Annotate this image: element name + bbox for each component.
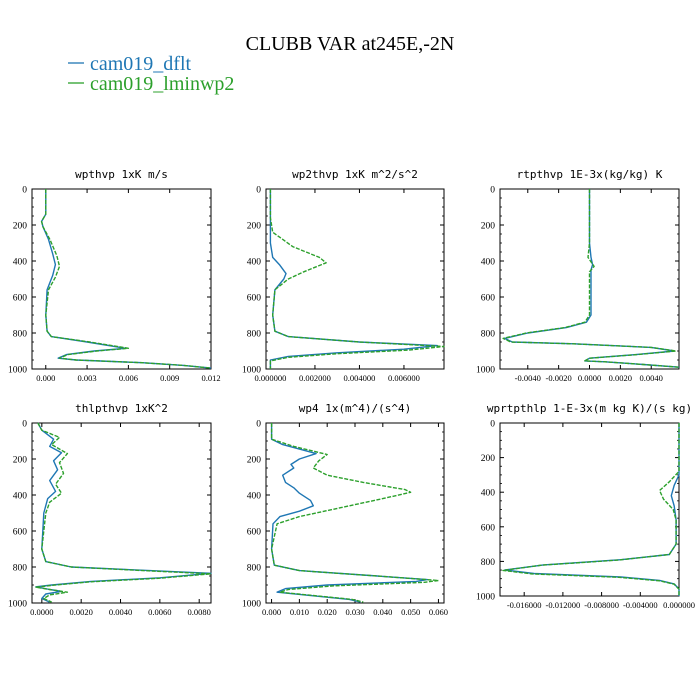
y-tick-label: 1000 bbox=[8, 366, 27, 376]
y-tick-label: 600 bbox=[481, 294, 496, 304]
x-tick-label: 0.0020 bbox=[609, 373, 632, 383]
legend-label-lminwp2: cam019_lminwp2 bbox=[90, 73, 234, 95]
y-tick-label: 200 bbox=[247, 456, 262, 466]
y-tick-label: 200 bbox=[13, 456, 28, 466]
x-tick-label: 0.002000 bbox=[299, 373, 331, 383]
x-tick-label: 0.000000 bbox=[663, 600, 695, 610]
y-tick-label: 800 bbox=[481, 558, 496, 568]
x-tick-label: 0.000 bbox=[262, 607, 281, 617]
series-line-lminwp2 bbox=[35, 422, 212, 603]
x-tick-label: 0.040 bbox=[373, 607, 392, 617]
y-tick-label: 600 bbox=[247, 528, 262, 538]
series-line-dflt bbox=[503, 189, 680, 368]
subplot-title: wpthvp 1xK m/s bbox=[75, 168, 168, 181]
x-tick-label: -0.012000 bbox=[546, 600, 581, 610]
legend: cam019_dflt cam019_lminwp2 bbox=[68, 53, 234, 95]
y-tick-label: 0 bbox=[490, 186, 495, 196]
series-line-lminwp2 bbox=[270, 423, 440, 603]
plot-frame bbox=[31, 188, 212, 370]
plot-frame bbox=[499, 422, 680, 597]
x-tick-label: 0.003 bbox=[78, 373, 97, 383]
y-tick-label: 0 bbox=[22, 186, 27, 196]
y-tick-label: 400 bbox=[247, 258, 262, 268]
y-tick-label: 200 bbox=[481, 222, 496, 232]
y-tick-label: 200 bbox=[13, 222, 28, 232]
series-line-dflt bbox=[504, 423, 680, 596]
legend-label-dflt: cam019_dflt bbox=[90, 53, 192, 75]
y-tick-label: 0 bbox=[490, 420, 495, 430]
x-tick-label: 0.009 bbox=[160, 373, 179, 383]
y-tick-label: 200 bbox=[247, 222, 262, 232]
y-tick-label: 0 bbox=[256, 186, 261, 196]
subplot-6: wprtpthlp 1-E-3x(m kg K)/(s kg) 0 200 400 60… bbox=[476, 402, 695, 610]
subplot-1: wpthvp 1xK m/s 0 200 400 600 800 1000 0.000 0.00… bbox=[8, 168, 221, 383]
y-tick-label: 600 bbox=[13, 528, 28, 538]
y-tick-label: 800 bbox=[13, 330, 28, 340]
y-tick-label: 400 bbox=[13, 492, 28, 502]
x-tick-label: 0.0060 bbox=[148, 607, 171, 617]
y-tick-label: 400 bbox=[247, 492, 262, 502]
series-line-dflt bbox=[40, 189, 212, 369]
x-tick-label: 0.030 bbox=[345, 607, 364, 617]
y-tick-label: 0 bbox=[256, 420, 261, 430]
x-tick-label: -0.004000 bbox=[623, 600, 658, 610]
y-tick-label: 400 bbox=[481, 258, 496, 268]
x-tick-label: 0.020 bbox=[318, 607, 337, 617]
x-tick-label: 0.060 bbox=[429, 607, 448, 617]
x-tick-label: 0.000 bbox=[36, 373, 55, 383]
subplot-title: wp2thvp 1xK m^2/s^2 bbox=[292, 168, 418, 181]
x-tick-label: 0.006000 bbox=[388, 373, 420, 383]
y-tick-label: 400 bbox=[481, 489, 496, 499]
x-tick-label: 0.004000 bbox=[344, 373, 376, 383]
x-tick-label: -0.008000 bbox=[584, 600, 619, 610]
series-line-lminwp2 bbox=[40, 189, 212, 369]
y-tick-label: 0 bbox=[22, 420, 27, 430]
x-tick-label: 0.0020 bbox=[69, 607, 92, 617]
x-tick-label: 0.000000 bbox=[255, 373, 287, 383]
x-tick-label: 0.0000 bbox=[30, 607, 53, 617]
x-tick-label: 0.0000 bbox=[578, 373, 601, 383]
x-tick-label: 0.0080 bbox=[188, 607, 211, 617]
series-line-lminwp2 bbox=[502, 189, 680, 368]
subplot-title: wprtpthlp 1-E-3x(m kg K)/(s kg) bbox=[487, 402, 692, 415]
y-tick-label: 800 bbox=[481, 330, 496, 340]
x-tick-label: 0.0040 bbox=[640, 373, 663, 383]
x-tick-label: 0.050 bbox=[401, 607, 420, 617]
x-tick-label: -0.0040 bbox=[515, 373, 541, 383]
figure-title: CLUBB VAR at245E,-2N bbox=[246, 33, 455, 55]
y-tick-label: 1000 bbox=[8, 600, 27, 610]
y-tick-label: 600 bbox=[247, 294, 262, 304]
x-tick-label: 0.0040 bbox=[109, 607, 132, 617]
series-line-lminwp2 bbox=[269, 189, 445, 369]
y-tick-label: 1000 bbox=[476, 366, 495, 376]
y-tick-label: 600 bbox=[481, 523, 496, 533]
y-tick-label: 800 bbox=[247, 330, 262, 340]
x-tick-label: -0.016000 bbox=[507, 600, 542, 610]
series-line-dflt bbox=[269, 189, 438, 369]
x-tick-label: 0.006 bbox=[119, 373, 138, 383]
subplot-2: wp2thvp 1xK m^2/s^2020040060080010000.00… bbox=[242, 168, 445, 383]
x-tick-label: 0.010 bbox=[290, 607, 309, 617]
subplot-title: rtpthvp 1E-3x(kg/kg) K bbox=[517, 168, 663, 181]
y-tick-label: 800 bbox=[247, 564, 262, 574]
x-tick-label: 0.012 bbox=[201, 373, 220, 383]
subplot-3: rtpthvp 1E-3x(kg/kg) K 0 200 400 600 800 1000 -… bbox=[476, 168, 680, 383]
subplot-title: thlpthvp 1xK^2 bbox=[75, 402, 168, 415]
y-tick-label: 200 bbox=[481, 454, 496, 464]
x-tick-label: -0.0020 bbox=[546, 373, 572, 383]
y-tick-label: 1000 bbox=[242, 600, 261, 610]
y-tick-label: 800 bbox=[13, 564, 28, 574]
series-line-dflt bbox=[270, 423, 428, 603]
y-tick-label: 1000 bbox=[476, 593, 495, 603]
y-tick-label: 600 bbox=[13, 294, 28, 304]
subplot-title: wp4 1x(m^4)/(s^4) bbox=[299, 402, 412, 415]
y-tick-label: 1000 bbox=[242, 366, 261, 376]
series-line-lminwp2 bbox=[502, 423, 680, 596]
y-tick-label: 400 bbox=[13, 258, 28, 268]
